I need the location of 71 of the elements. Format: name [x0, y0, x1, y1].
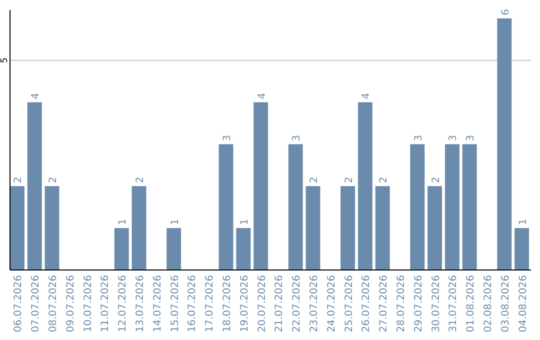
x-tick-label: 18.07.2026: [222, 275, 234, 332]
bar: [497, 18, 512, 270]
x-tick-label: 10.07.2026: [82, 275, 94, 332]
data-label: 3: [466, 134, 477, 142]
x-tick-label: 06.07.2026: [13, 275, 24, 332]
x-tick-label: 03.08.2026: [500, 275, 512, 332]
x-tick-label: 30.07.2026: [430, 275, 442, 332]
bar: [27, 102, 42, 270]
bar: [306, 186, 320, 270]
bar: [444, 144, 460, 270]
data-label: 6: [500, 9, 512, 16]
data-label: 3: [222, 134, 234, 142]
data-label: 3: [292, 134, 303, 142]
bar: [44, 186, 60, 270]
bar: [236, 228, 251, 270]
bar: [358, 102, 372, 270]
bar: [410, 144, 425, 270]
data-label: 2: [308, 176, 320, 184]
x-tick-label: 27.07.2026: [378, 275, 390, 332]
bar: [114, 228, 129, 270]
x-tick-label: 20.07.2026: [256, 275, 268, 332]
data-label: 1: [518, 218, 529, 226]
data-label: 4: [30, 92, 42, 100]
data-label: 1: [170, 218, 181, 226]
x-tick-label: 14.07.2026: [152, 275, 164, 332]
data-label: 1: [239, 218, 250, 226]
data-label: 2: [430, 176, 442, 184]
data-label: 2: [13, 176, 24, 184]
x-tick-label: 22.07.2026: [292, 275, 303, 332]
x-tick-label: 09.07.2026: [65, 275, 76, 332]
x-tick-label: 29.07.2026: [413, 275, 424, 332]
data-label: 3: [413, 134, 424, 142]
x-tick-label: 19.07.2026: [239, 275, 250, 332]
bar: [340, 186, 356, 270]
x-tick-label: 26.07.2026: [361, 275, 372, 332]
data-label: 4: [361, 92, 372, 100]
x-tick-label: 08.07.2026: [48, 275, 60, 332]
bar: [514, 228, 529, 270]
x-tick-label: 12.07.2026: [118, 275, 129, 332]
bar: [288, 144, 303, 270]
bar: [166, 228, 182, 270]
x-tick-label: 02.08.2026: [482, 275, 494, 332]
x-tick-label: 17.07.2026: [204, 275, 216, 332]
x-tick-label: 07.07.2026: [30, 275, 42, 332]
x-tick-label: 25.07.2026: [344, 275, 355, 332]
data-label: 3: [448, 134, 460, 142]
x-tick-label: 23.07.2026: [308, 275, 320, 332]
data-label: 4: [256, 92, 268, 100]
x-tick-label: 01.08.2026: [466, 275, 477, 332]
bar: [428, 186, 442, 270]
bar: [132, 186, 146, 270]
x-tick-label: 11.07.2026: [100, 275, 112, 332]
bar: [218, 144, 234, 270]
data-label: 2: [135, 176, 146, 184]
y-tick-label: 5: [0, 57, 10, 64]
data-label: 2: [344, 176, 355, 184]
x-tick-label: 15.07.2026: [170, 275, 181, 332]
bar: [375, 186, 390, 270]
x-tick-label: 31.07.2026: [448, 275, 460, 332]
bar: [10, 186, 24, 270]
x-tick-label: 16.07.2026: [187, 275, 198, 332]
x-tick-label: 24.07.2026: [326, 275, 338, 332]
x-tick-label: 04.08.2026: [518, 275, 529, 332]
data-label: 2: [48, 176, 60, 184]
x-tick-label: 13.07.2026: [135, 275, 146, 332]
x-tick-label: 28.07.2026: [396, 275, 407, 332]
bar: [254, 102, 268, 270]
bar: [462, 144, 477, 270]
x-tick-label: 21.07.2026: [274, 275, 286, 332]
data-label: 2: [378, 176, 390, 184]
data-label: 1: [118, 218, 129, 226]
